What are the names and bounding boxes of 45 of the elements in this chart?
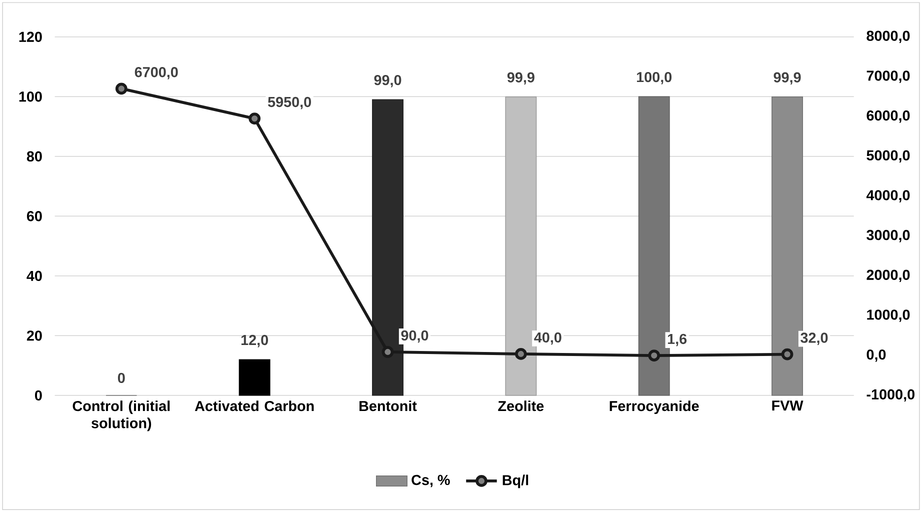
x-tick-label: Ferrocyanide [610, 400, 699, 414]
data-label: 12,0 [241, 334, 268, 348]
y2-tick-label: 0,0 [866, 349, 886, 362]
data-label: 1,6 [668, 334, 687, 346]
y2-tick-label: 3000,0 [866, 230, 910, 242]
y2-tick-label: 4000,0 [866, 190, 910, 202]
y2-tick-label: 8000,0 [866, 30, 910, 43]
bar [638, 96, 670, 396]
point [514, 348, 527, 360]
data-label: 0 [118, 372, 125, 383]
data-label: 6700,0 [134, 66, 178, 80]
x-tick-label: FVW [772, 400, 804, 410]
point [781, 348, 794, 360]
x-tick-label: Bentonit [360, 400, 417, 412]
data-label: 99,9 [774, 72, 801, 84]
x-tick-label: Zeolite [498, 400, 544, 412]
legend-label: Bq/l [502, 474, 528, 488]
data-label: 99,0 [374, 74, 402, 88]
y2-tick-label: 5000,0 [866, 150, 910, 162]
y2-tick-label: -1000,0 [866, 389, 914, 402]
legend-label: Cs, % [412, 474, 450, 488]
y-tick-label: 0 [35, 390, 42, 400]
x-tick-label: Activated Carbon [194, 400, 314, 412]
point [648, 349, 660, 362]
data-label: 40,0 [534, 332, 562, 345]
point [382, 346, 394, 358]
y-tick-label: 120 [19, 32, 42, 42]
y-tick-label: 80 [26, 151, 42, 162]
y-tick-label: 40 [26, 270, 42, 281]
y2-tick-label: 2000,0 [866, 270, 910, 282]
y-tick-label: 60 [26, 210, 42, 222]
point [115, 82, 128, 95]
data-label: 5950,0 [268, 96, 311, 110]
data-label: 99,9 [507, 72, 534, 84]
y2-tick-label: 6000,0 [866, 110, 910, 123]
data-label: 90,0 [401, 330, 428, 343]
data-label: 100,0 [636, 72, 672, 84]
x-tick-label: Control (initial solution) [72, 400, 170, 432]
y-tick-label: 100 [19, 91, 42, 102]
y2-tick-label: 1000,0 [867, 310, 910, 322]
y2-tick-label: 7000,0 [866, 70, 910, 83]
bar [238, 359, 270, 396]
point [248, 112, 261, 124]
data-label: 32,0 [800, 332, 828, 345]
y-tick-label: 20 [26, 330, 42, 341]
